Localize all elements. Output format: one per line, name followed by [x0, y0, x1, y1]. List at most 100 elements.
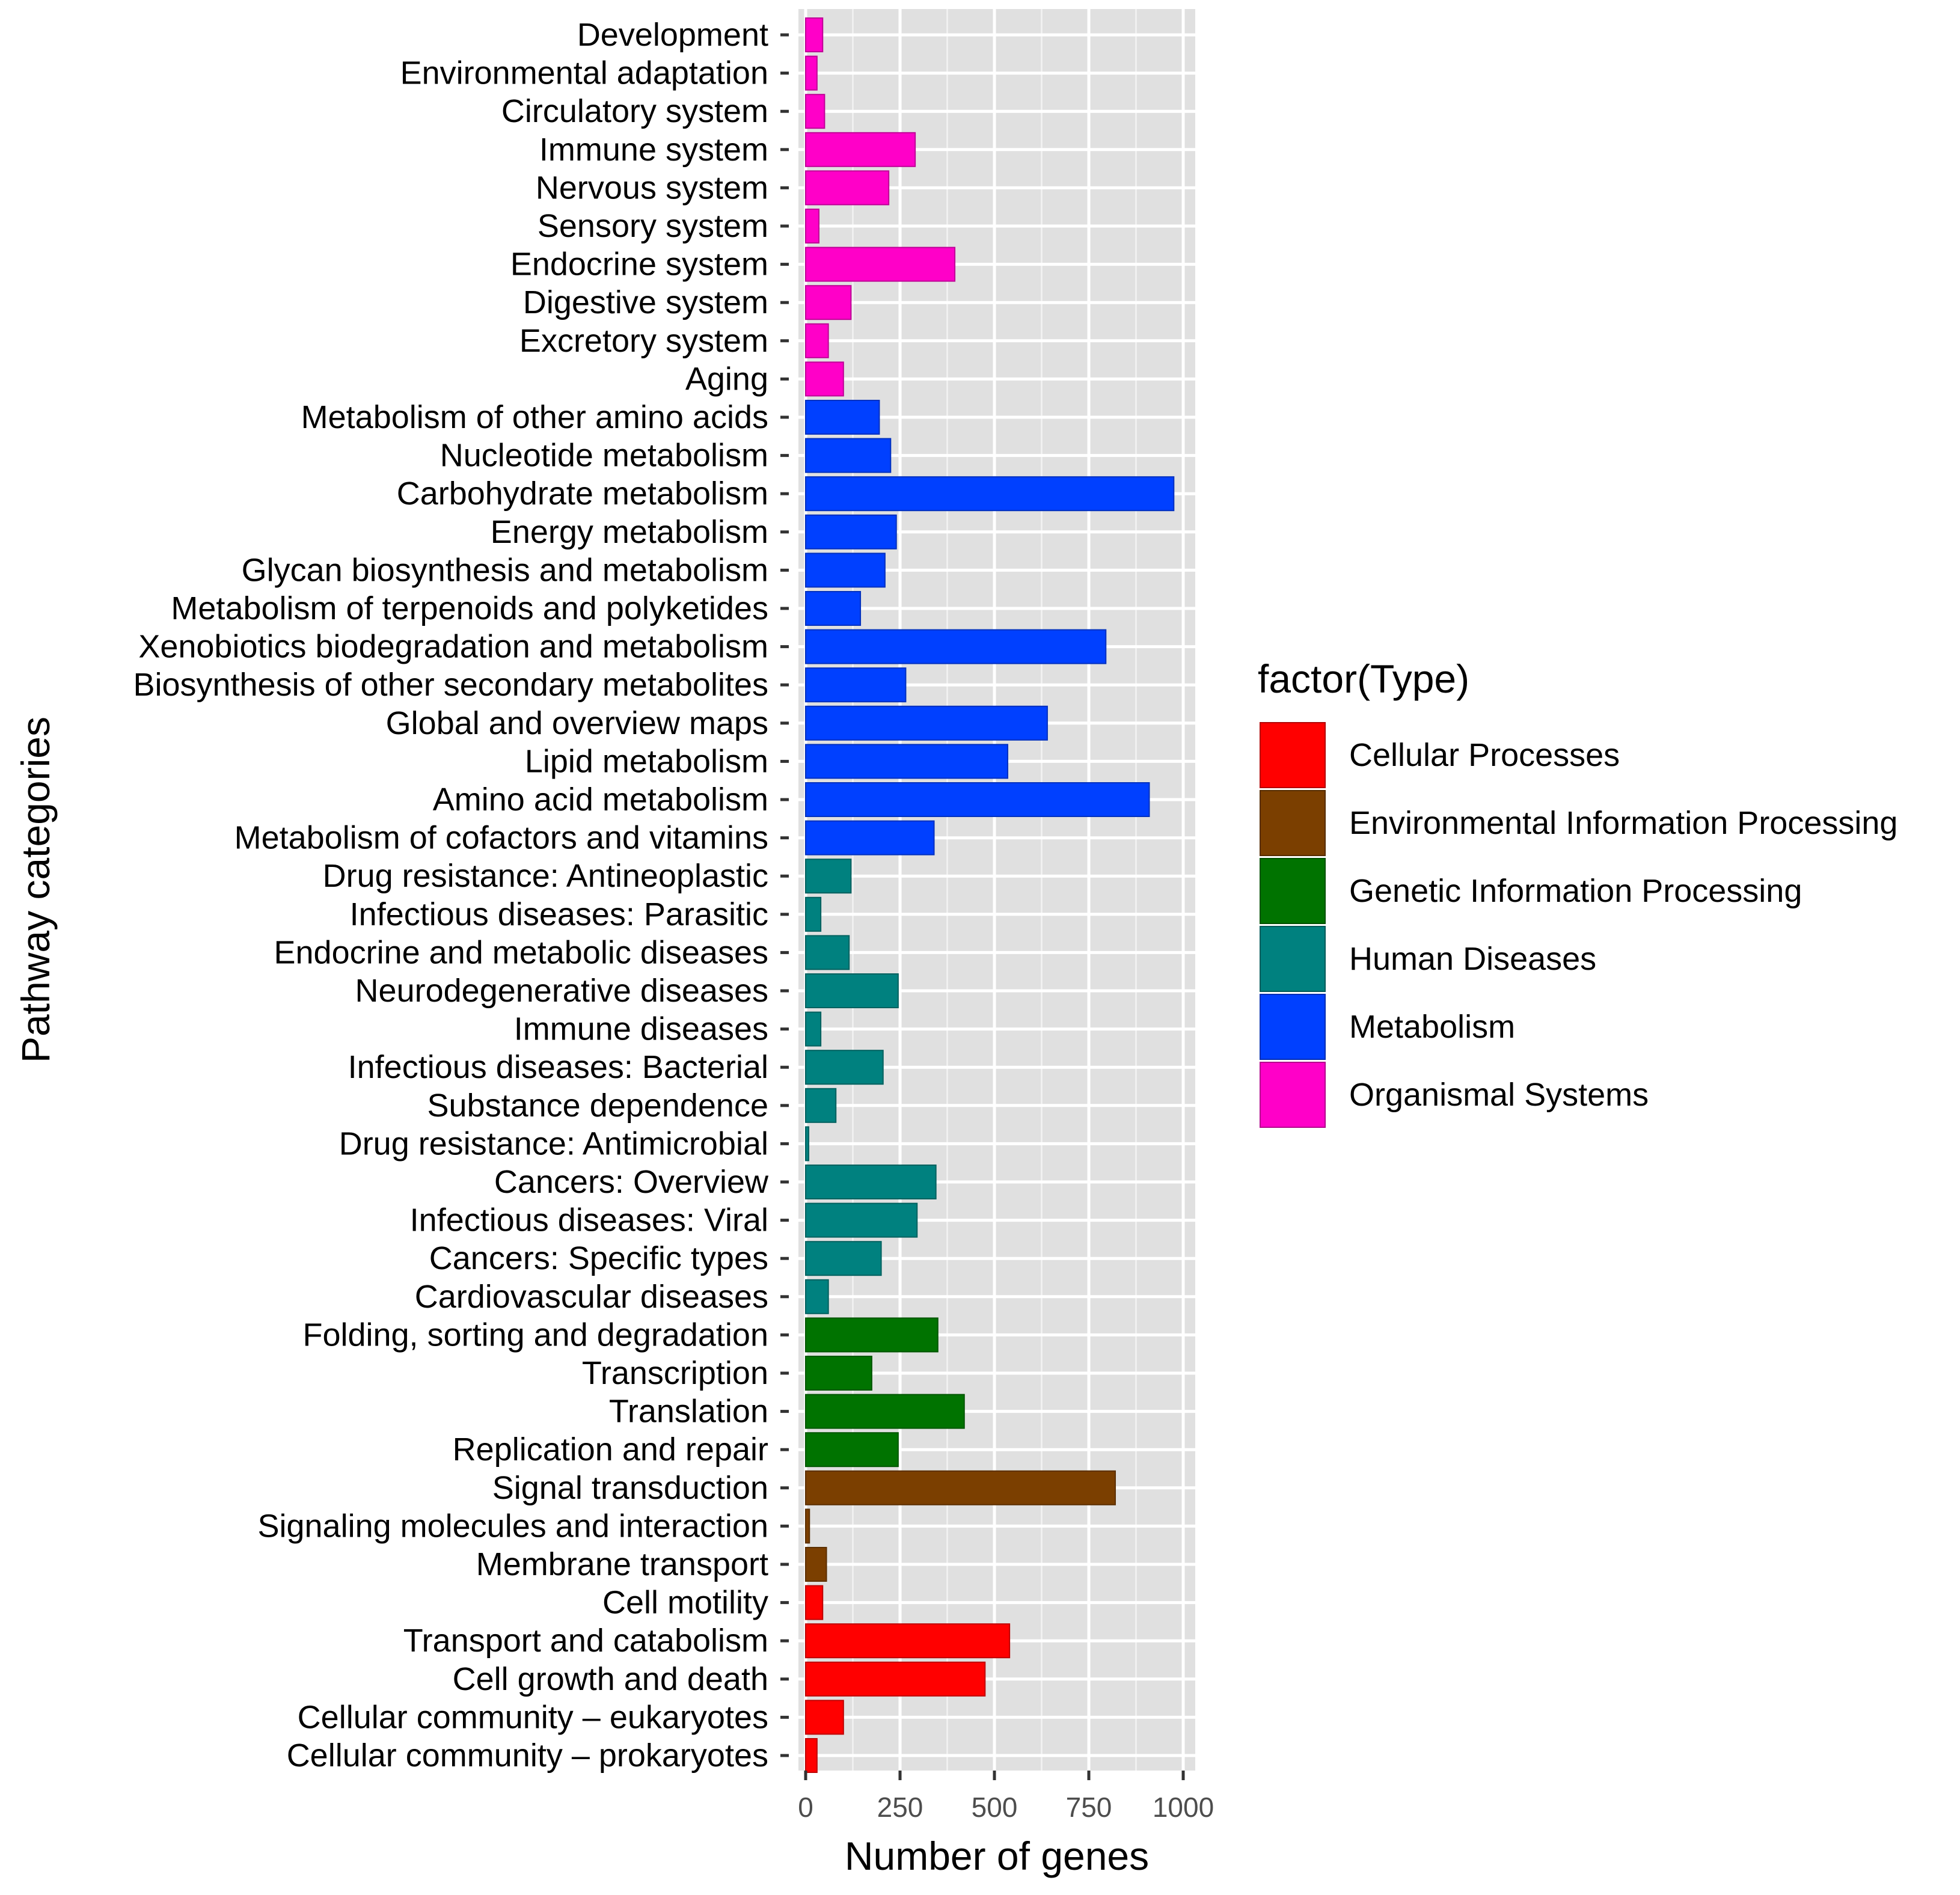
- bar: [805, 591, 862, 626]
- bar: [805, 1700, 844, 1735]
- bar: [805, 896, 822, 932]
- x-tick-label: 750: [1066, 1792, 1112, 1823]
- bar: [805, 55, 818, 91]
- bar: [805, 1241, 882, 1276]
- category-label: Cell motility: [602, 1585, 768, 1621]
- bar: [805, 209, 819, 243]
- category-label: Digestive system: [523, 284, 768, 320]
- bar: [805, 1508, 810, 1544]
- bar: [805, 400, 880, 435]
- legend-label: Cellular Processes: [1349, 737, 1620, 773]
- category-label: Environmental adaptation: [400, 55, 768, 91]
- bar: [805, 285, 852, 320]
- category-label: Nucleotide metabolism: [440, 438, 768, 474]
- bar: [805, 820, 935, 856]
- category-label: Metabolism of terpenoids and polyketides: [171, 590, 768, 626]
- category-label: Cellular community – prokaryotes: [287, 1737, 768, 1774]
- category-label: Endocrine system: [510, 246, 768, 283]
- bar: [805, 132, 916, 167]
- bar: [805, 94, 825, 129]
- bar: [805, 744, 1008, 779]
- category-label: Cellular community – eukaryotes: [298, 1699, 768, 1735]
- bar: [805, 1279, 829, 1314]
- category-label: Excretory system: [519, 323, 768, 359]
- x-tick-label: 250: [877, 1792, 923, 1823]
- x-axis: 0 250 500 750 1000: [798, 1771, 1214, 1823]
- bar: [805, 1547, 827, 1582]
- legend-swatch: [1260, 790, 1326, 856]
- bar: [805, 361, 844, 397]
- category-label: Amino acid metabolism: [433, 782, 768, 818]
- category-label: Global and overview maps: [386, 705, 768, 741]
- category-label: Substance dependence: [427, 1088, 768, 1124]
- category-label: Xenobiotics biodegradation and metabolis…: [138, 629, 768, 665]
- category-label: Cell growth and death: [453, 1661, 768, 1697]
- x-axis-title: Number of genes: [845, 1834, 1149, 1878]
- bar: [805, 1661, 986, 1697]
- legend-label: Human Diseases: [1349, 941, 1596, 977]
- bar: [805, 514, 897, 550]
- bar: [805, 1394, 965, 1429]
- category-label: Aging: [685, 361, 768, 397]
- legend-label: Metabolism: [1349, 1009, 1515, 1045]
- category-label: Transport and catabolism: [403, 1623, 768, 1659]
- bar: [805, 629, 1107, 664]
- category-label: Drug resistance: Antimicrobial: [339, 1125, 768, 1162]
- category-label: Metabolism of cofactors and vitamins: [234, 820, 768, 856]
- bar: [805, 1202, 918, 1238]
- category-label: Folding, sorting and degradation: [302, 1317, 768, 1353]
- category-label: Membrane transport: [476, 1546, 768, 1582]
- category-label: Signal transduction: [492, 1470, 768, 1506]
- bar: [805, 1050, 884, 1085]
- bar: [805, 1738, 818, 1773]
- bar: [805, 859, 852, 894]
- category-label: Neurodegenerative diseases: [355, 973, 768, 1009]
- bar: [805, 1356, 872, 1391]
- category-label: Replication and repair: [453, 1431, 768, 1468]
- bar: [805, 1470, 1116, 1505]
- bar: [805, 1623, 1011, 1659]
- legend-swatch: [1260, 722, 1326, 788]
- bar: [805, 323, 829, 358]
- bar: [805, 1126, 810, 1162]
- category-label: Signaling molecules and interaction: [257, 1508, 768, 1544]
- category-label: Cancers: Specific types: [429, 1240, 768, 1276]
- bar: [805, 1011, 822, 1047]
- bar: [805, 667, 907, 703]
- category-label: Development: [577, 17, 768, 53]
- category-label: Glycan biosynthesis and metabolism: [242, 552, 768, 588]
- bar: [805, 1585, 824, 1620]
- category-label: Cardiovascular diseases: [415, 1279, 768, 1315]
- category-label: Cancers: Overview: [494, 1164, 769, 1200]
- category-label: Infectious diseases: Parasitic: [350, 896, 768, 932]
- category-label: Metabolism of other amino acids: [301, 399, 768, 435]
- legend: factor(Type) Cellular Processes Environme…: [1258, 657, 1897, 1128]
- bar: [805, 170, 890, 206]
- bar: [805, 246, 956, 282]
- bar: [805, 553, 886, 588]
- grid-lines: [798, 9, 1195, 1771]
- legend-label: Organismal Systems: [1349, 1077, 1649, 1113]
- category-label: Nervous system: [536, 170, 768, 206]
- category-label: Carbohydrate metabolism: [397, 476, 768, 512]
- legend-swatch: [1260, 1062, 1326, 1128]
- x-tick-label: 1000: [1153, 1792, 1214, 1823]
- x-tick-label: 500: [972, 1792, 1018, 1823]
- bar: [805, 1317, 939, 1353]
- y-axis-title: Pathway categories: [13, 717, 58, 1063]
- legend-title: factor(Type): [1258, 657, 1469, 701]
- category-label: Biosynthesis of other secondary metaboli…: [133, 667, 768, 703]
- category-label: Drug resistance: Antineoplastic: [323, 858, 768, 894]
- bar: [805, 973, 899, 1008]
- bar: [805, 1088, 837, 1123]
- bar: [805, 17, 824, 52]
- bars: [805, 17, 1175, 1773]
- bar: [805, 1165, 937, 1199]
- bar: [805, 1432, 899, 1468]
- legend-label: Environmental Information Processing: [1349, 805, 1897, 841]
- category-label: Infectious diseases: Viral: [410, 1202, 768, 1238]
- category-label: Immune system: [539, 132, 768, 168]
